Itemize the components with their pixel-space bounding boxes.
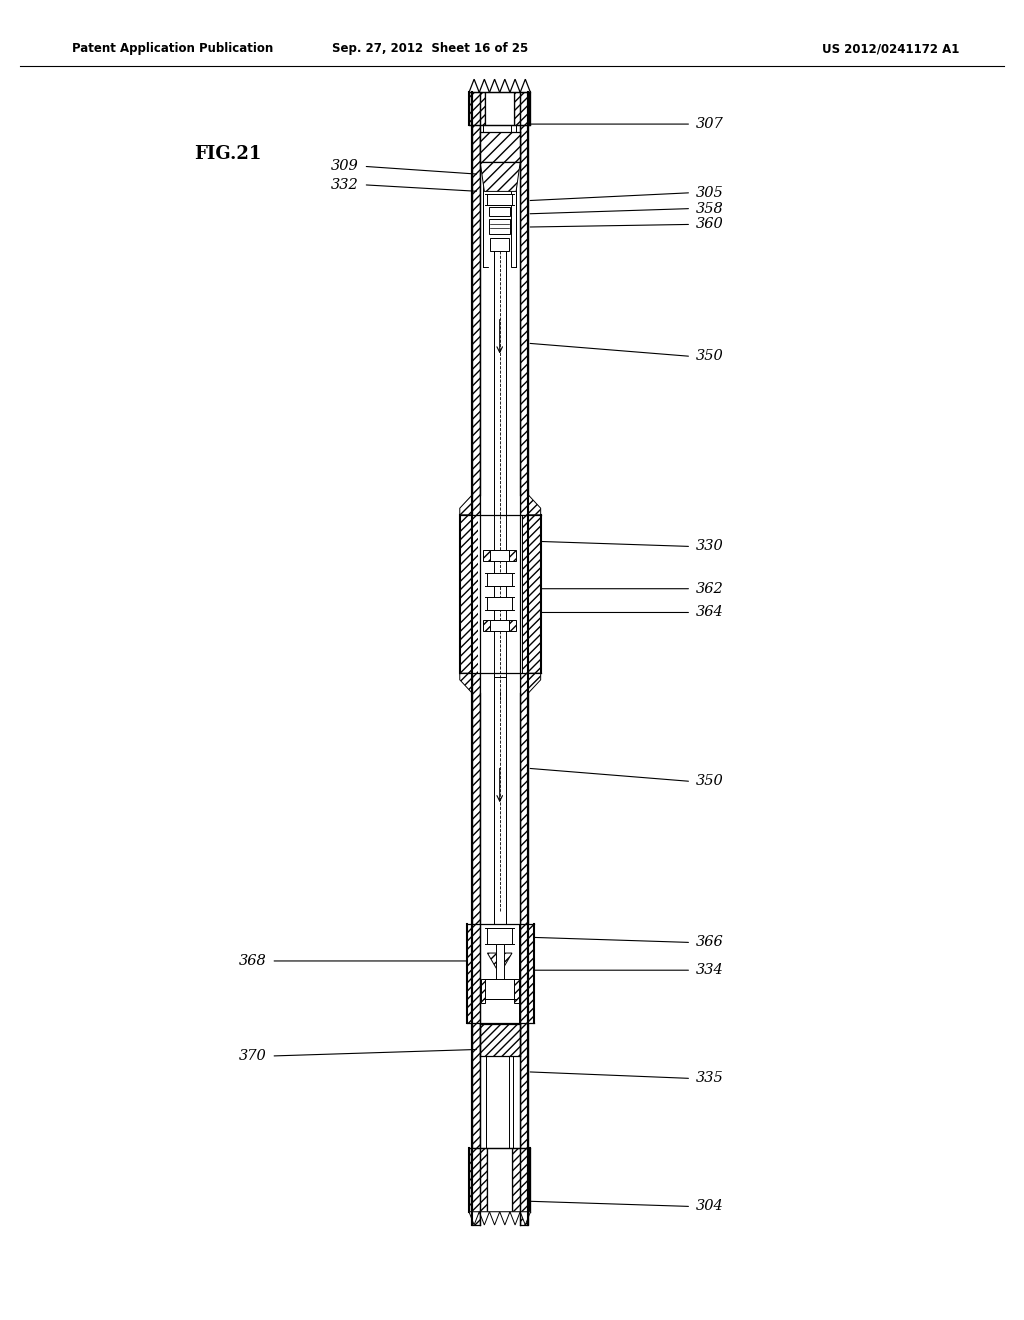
Bar [514,979,519,1003]
Polygon shape [469,1212,479,1225]
Bar [509,620,516,631]
Bar [478,515,522,673]
Text: 335: 335 [696,1072,724,1085]
Bar [522,515,541,673]
Bar [487,1148,512,1212]
Bar [469,92,485,125]
Bar [490,550,509,561]
Polygon shape [460,495,472,515]
Bar [520,92,528,1225]
Bar [494,677,506,924]
Polygon shape [487,953,512,974]
Bar [488,125,511,267]
Bar [511,125,516,267]
Polygon shape [510,79,520,92]
Bar [486,1056,490,1148]
Bar [512,1148,530,1212]
Bar [483,550,490,561]
Text: 362: 362 [696,582,724,595]
Bar [481,979,485,1003]
Polygon shape [510,1212,520,1225]
Text: 332: 332 [331,178,358,191]
Text: 334: 334 [696,964,724,977]
Text: 309: 309 [331,160,358,173]
Polygon shape [500,79,510,92]
Text: 305: 305 [696,186,724,199]
Text: 366: 366 [696,936,724,949]
Polygon shape [500,1212,510,1225]
Bar [509,1056,513,1148]
Bar [519,924,534,1023]
Bar [478,515,522,673]
Text: FIG.21: FIG.21 [195,145,262,164]
Bar [472,92,480,1225]
Bar [485,92,514,125]
Bar [487,928,512,944]
Bar [469,1148,487,1212]
Text: 368: 368 [239,954,266,968]
Bar [514,92,530,125]
Text: 350: 350 [696,775,724,788]
Text: 370: 370 [239,1049,266,1063]
Text: 307: 307 [696,117,724,131]
Text: Patent Application Publication: Patent Application Publication [72,42,273,55]
Text: US 2012/0241172 A1: US 2012/0241172 A1 [822,42,959,55]
Bar [480,132,520,162]
Polygon shape [479,79,489,92]
Bar [487,194,512,205]
Polygon shape [480,162,520,191]
Bar [481,924,519,1023]
Bar [485,979,514,999]
Bar [496,944,504,979]
Bar [487,597,512,610]
Bar [480,92,520,1225]
Text: 330: 330 [696,540,724,553]
Bar [489,219,510,234]
Bar [490,620,509,631]
Text: 360: 360 [696,218,724,231]
Polygon shape [479,1212,489,1225]
Polygon shape [520,79,530,92]
Bar [494,238,506,713]
Polygon shape [489,79,500,92]
Bar [509,550,516,561]
Polygon shape [528,673,541,693]
Bar [460,515,478,673]
Polygon shape [520,1212,530,1225]
Polygon shape [489,1212,500,1225]
Text: 364: 364 [696,606,724,619]
Polygon shape [528,495,541,515]
Text: 350: 350 [696,350,724,363]
Bar [487,573,512,586]
Text: 358: 358 [696,202,724,215]
Bar [490,1056,509,1148]
Bar [483,620,490,631]
Bar [480,1024,520,1056]
Bar [467,924,481,1023]
Bar [483,125,488,267]
Bar [489,207,510,216]
Text: 304: 304 [696,1200,724,1213]
Polygon shape [469,79,479,92]
Bar [490,238,509,251]
Polygon shape [460,673,472,693]
Text: Sep. 27, 2012  Sheet 16 of 25: Sep. 27, 2012 Sheet 16 of 25 [332,42,528,55]
